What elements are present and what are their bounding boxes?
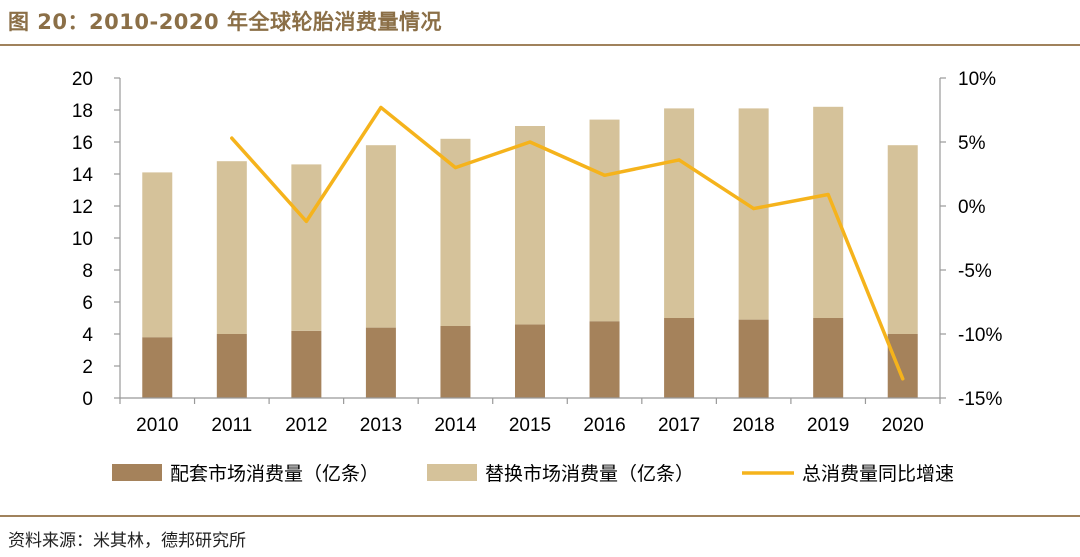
bar-replacement-2018 (738, 108, 769, 320)
bar-oe-2013 (365, 327, 396, 398)
left-tick-label: 4 (82, 325, 93, 346)
legend-label-oe: 配套市场消费量（亿条） (170, 463, 379, 485)
right-tick-label: -5% (958, 261, 992, 282)
bar-replacement-2015 (515, 126, 545, 325)
growth-point-2020 (901, 377, 905, 381)
left-tick-label: 14 (72, 165, 94, 186)
bar-oe-2015 (515, 324, 545, 398)
growth-point-2013 (379, 105, 383, 109)
left-axis: 0 2 4 6 8 10 12 14 16 18 20 (72, 69, 121, 410)
right-tick-label: 0% (958, 197, 986, 218)
line-layer (230, 105, 905, 381)
growth-line (230, 105, 905, 381)
x-axis: 2010 2011 2012 2013 2014 2015 2016 2017 2018 2019… (119, 397, 941, 436)
left-tick-label: 12 (72, 197, 93, 218)
bar-oe-2010 (142, 337, 173, 398)
growth-point-2012 (304, 219, 308, 223)
left-tick-label: 16 (72, 133, 93, 154)
bar-oe-2019 (813, 318, 844, 398)
right-tick-label: -10% (958, 325, 1002, 346)
growth-point-2017 (677, 158, 681, 162)
bar-replacement-2014 (440, 138, 471, 326)
bar-oe-2020 (887, 334, 918, 398)
left-tick-label: 2 (82, 357, 93, 378)
x-tick-label: 2019 (807, 415, 849, 436)
left-tick-label: 0 (82, 389, 93, 410)
right-axis: -15% -10% -5% 0% 5% 10% (939, 69, 1002, 410)
legend-swatch-replacement (427, 464, 477, 481)
bar-oe-2012 (291, 330, 322, 398)
growth-point-2014 (453, 166, 457, 170)
bar-oe-2018 (738, 319, 769, 398)
left-tick-label: 6 (82, 293, 93, 314)
right-tick-label: 10% (958, 69, 996, 90)
growth-point-2018 (752, 207, 756, 211)
right-tick-label: -15% (958, 389, 1002, 410)
bar-oe-2017 (664, 318, 695, 398)
bar-replacement-2012 (291, 164, 322, 331)
right-tick-label: 5% (958, 133, 986, 154)
left-tick-label: 20 (72, 69, 93, 90)
source-divider (0, 515, 1080, 517)
page-title: 图 20：2010-2020 年全球轮胎消费量情况 (8, 10, 442, 34)
source-note: 资料来源：米其林，德邦研究所 (8, 531, 246, 551)
x-tick-label: 2017 (658, 415, 700, 436)
bar-oe-2016 (589, 321, 620, 398)
bar-replacement-2013 (365, 145, 396, 328)
growth-point-2016 (603, 173, 607, 177)
x-tick-label: 2020 (882, 415, 924, 436)
legend-label-growth: 总消费量同比增速 (802, 463, 954, 485)
left-tick-label: 8 (82, 261, 93, 282)
legend-label-replacement: 替换市场消费量（亿条） (485, 463, 694, 485)
x-tick-label: 2015 (509, 415, 551, 436)
bar-oe-2011 (216, 334, 247, 398)
title-divider (0, 44, 1080, 46)
bar-replacement-2016 (589, 119, 620, 322)
chart: 0 2 4 6 8 10 12 14 16 18 20 -15% -10% -5% 0% 5% 10% 201… (72, 69, 1003, 485)
x-tick-label: 2016 (583, 415, 625, 436)
x-tick-label: 2012 (285, 415, 327, 436)
x-tick-label: 2010 (136, 415, 178, 436)
growth-point-2019 (826, 192, 830, 196)
bar-layer (142, 106, 918, 398)
bar-replacement-2011 (216, 161, 247, 334)
growth-point-2015 (528, 140, 532, 144)
x-tick-label: 2011 (211, 415, 252, 436)
bar-replacement-2019 (813, 106, 844, 318)
x-tick-label: 2013 (360, 415, 402, 436)
x-tick-label: 2018 (732, 415, 774, 436)
bar-oe-2014 (440, 326, 471, 398)
left-tick-label: 18 (72, 101, 93, 122)
growth-point-2011 (230, 136, 234, 140)
bar-replacement-2010 (142, 172, 173, 338)
bar-replacement-2017 (664, 108, 695, 319)
legend: 配套市场消费量（亿条） 替换市场消费量（亿条） 总消费量同比增速 (112, 463, 954, 485)
x-tick-label: 2014 (434, 415, 477, 436)
left-tick-label: 10 (72, 229, 93, 250)
bar-replacement-2020 (887, 145, 918, 334)
legend-swatch-oe (112, 464, 162, 481)
